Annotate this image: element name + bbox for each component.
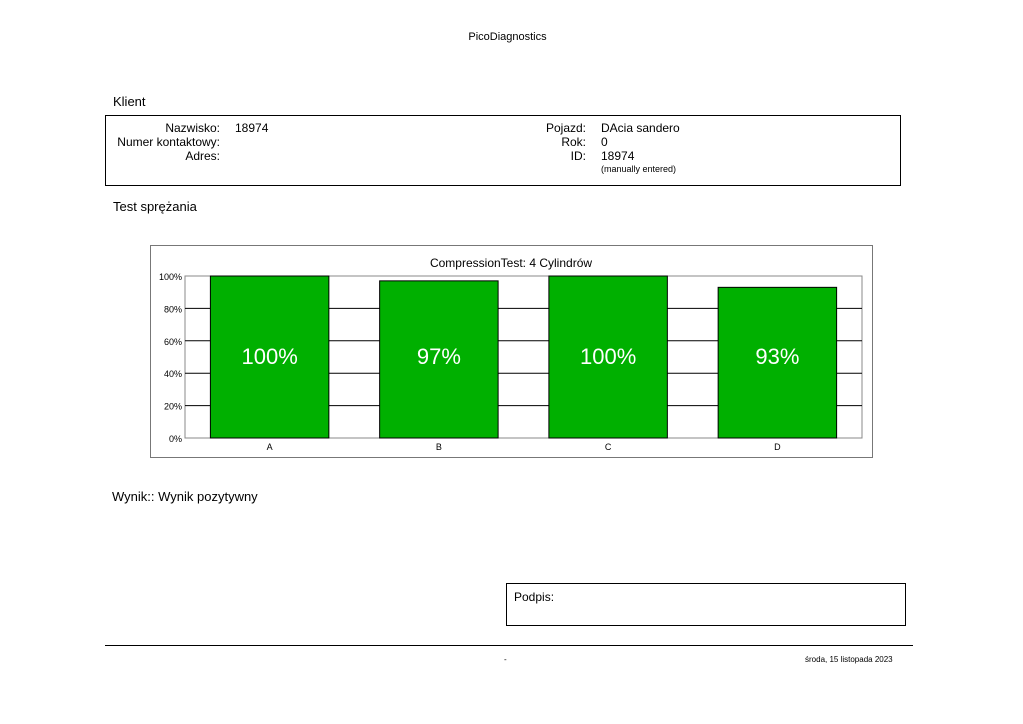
chart-title: CompressionTest: 4 Cylindrów (430, 256, 592, 270)
x-tick-label: D (774, 442, 781, 452)
client-section-title: Klient (113, 94, 146, 109)
x-tick-label: A (267, 442, 273, 452)
result-text: Wynik:: Wynik pozytywny (112, 489, 258, 504)
bar-value-label: 93% (755, 344, 799, 369)
year-label: Rok: (561, 135, 586, 149)
vehicle-value: DAcia sandero (601, 121, 680, 135)
name-label: Nazwisko: (165, 121, 220, 135)
bar-value-label: 100% (580, 344, 636, 369)
address-label: Adres: (185, 149, 220, 163)
id-value: 18974 (601, 149, 635, 163)
id-note: (manually entered) (601, 164, 677, 174)
signature-box (506, 583, 906, 626)
bar-value-label: 100% (241, 344, 297, 369)
signature-label: Podpis: (514, 590, 555, 604)
footer-divider (105, 645, 913, 646)
bar (379, 280, 499, 439)
chart-canvas: CompressionTest: 4 Cylindrów 0% 20% 40% 60%… (159, 256, 863, 452)
y-tick-label: 20% (164, 402, 182, 412)
x-tick-label: C (605, 442, 612, 452)
y-tick-label: 0% (169, 434, 182, 444)
x-tick-label: B (436, 442, 442, 452)
y-tick-label: 100% (159, 272, 182, 282)
id-label: ID: (570, 149, 586, 163)
bar-value-label: 97% (417, 344, 461, 369)
test-section-title: Test sprężania (113, 199, 197, 214)
year-value: 0 (601, 135, 608, 149)
y-tick-label: 40% (164, 369, 182, 379)
name-value: 18974 (235, 121, 269, 135)
footer-date: środa, 15 listopada 2023 (805, 655, 893, 664)
y-tick-label: 60% (164, 337, 182, 347)
y-tick-label: 80% (164, 304, 182, 314)
footer-center: - (504, 655, 507, 664)
bar (209, 275, 330, 439)
client-info-box (105, 115, 901, 186)
app-title: PicoDiagnostics (468, 31, 547, 43)
compression-chart: CompressionTest: 4 Cylindrów 0% 20% 40% 60%… (150, 245, 873, 458)
vehicle-label: Pojazd: (545, 121, 586, 135)
contact-label: Numer kontaktowy: (117, 135, 220, 149)
bar (548, 275, 668, 439)
bar (717, 286, 838, 439)
